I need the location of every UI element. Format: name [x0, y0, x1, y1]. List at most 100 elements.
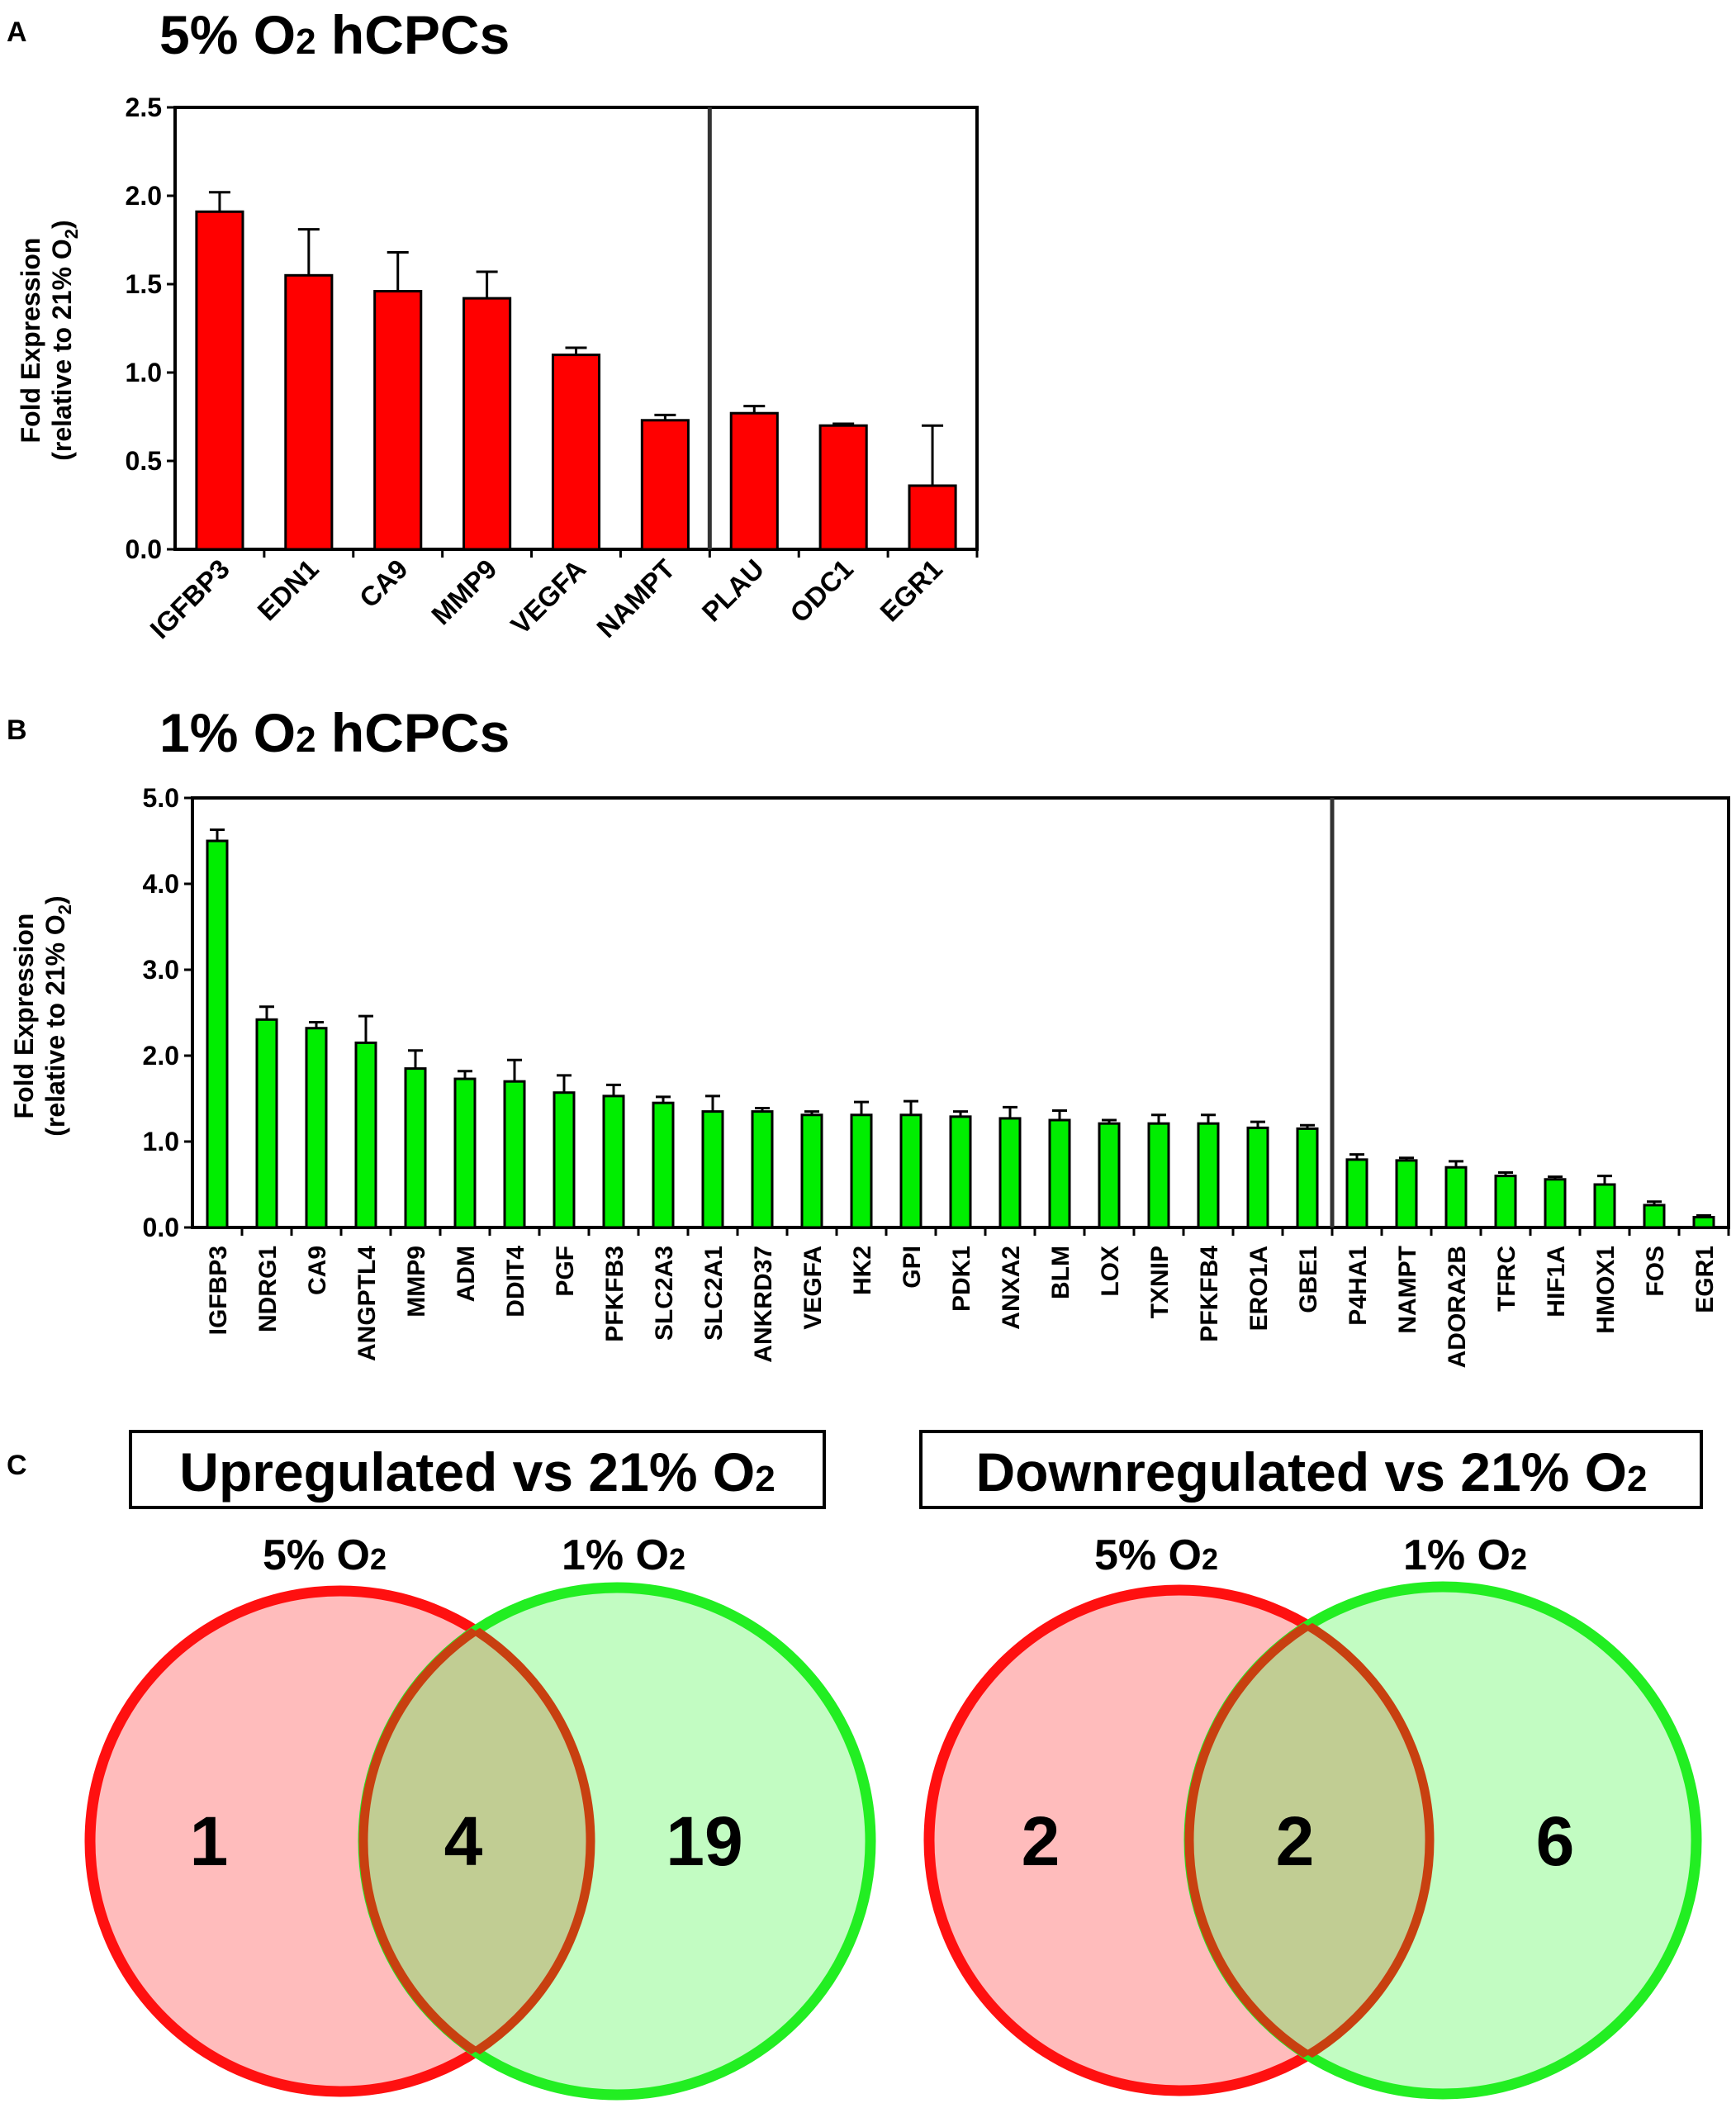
- chart-b-category-label: IGFBP3: [205, 1246, 232, 1335]
- chart-a-ytick-label: 1.0: [126, 358, 162, 387]
- chart-a-category-label: VEGFA: [505, 553, 591, 640]
- panel-a-ylabel-line2: (relative to 21% O2): [47, 220, 82, 460]
- chart-a-ytick-label: 1.5: [126, 269, 162, 299]
- panel-a-title: 5% O2 hCPCs: [159, 4, 510, 65]
- chart-a-category-label: ODC1: [784, 553, 859, 629]
- chart-b-bar-adora2b: [1444, 1166, 1468, 1229]
- venn-down-overlap-fill: [1189, 1590, 1430, 2091]
- panel-b: B 1% O2 hCPCs Fold Expression (relative …: [7, 702, 1730, 1368]
- chart-b-category-label: CA9: [304, 1246, 331, 1295]
- chart-b-category-label: PFKFB4: [1196, 1246, 1223, 1342]
- chart-b-bar-lox: [1098, 1122, 1121, 1229]
- chart-b-category-label: TXNIP: [1146, 1246, 1174, 1318]
- venn-down-overlap-arc-left: [1189, 1587, 1435, 2094]
- chart-b-ytick-label: 2.0: [143, 1041, 179, 1071]
- chart-b-bar-anxa2: [998, 1117, 1022, 1229]
- chart-b-bar-pgf: [553, 1091, 576, 1229]
- chart-a-ytick-label: 2.0: [126, 181, 162, 211]
- chart-b-bar-blm: [1048, 1118, 1071, 1229]
- chart-b-bar-ndrg1: [255, 1018, 278, 1229]
- chart-b-bar-gpi: [899, 1113, 923, 1229]
- chart-b-category-label: SLC2A1: [700, 1246, 728, 1341]
- panel-a-label: A: [7, 17, 27, 48]
- chart-b-category-label: ERO1A: [1245, 1246, 1273, 1331]
- chart-b-bar-egr1: [1692, 1216, 1715, 1229]
- venn-up-overlap: [358, 1588, 595, 2095]
- venn-down-overlap-arc-right: [1184, 1590, 1430, 2091]
- chart-b-ytick-label: 5.0: [143, 783, 179, 813]
- chart-a-category-label: CA9: [353, 553, 414, 614]
- chart-b-bar-pfkfb3: [602, 1094, 625, 1229]
- venn-upregulated: Upregulated vs 21% O2 5% O2 1% O2 1 4 19: [84, 1430, 876, 2101]
- chart-a-category-label: MMP9: [425, 553, 503, 631]
- chart-a-ytick-label: 0.0: [126, 534, 162, 564]
- chart-b-bar-adm: [453, 1077, 477, 1229]
- venn-up-right-label: 1% O2: [562, 1531, 685, 1579]
- venn-up-overlap-arc-left: [363, 1588, 595, 2095]
- panel-b-ylabel: Fold Expression (relative to 21% O2): [9, 895, 75, 1136]
- chart-b-bar-gbe1: [1296, 1127, 1319, 1229]
- venn-up-left-label: 5% O2: [263, 1531, 387, 1579]
- chart-b-bar-txnip: [1147, 1122, 1170, 1229]
- venn-down-count-1pct-only: 6: [1536, 1802, 1575, 1880]
- chart-b-category-label: MMP9: [403, 1246, 430, 1318]
- venn-downregulated: Downregulated vs 21% O2 5% O2 1% O2 2 2 …: [919, 1430, 1703, 2100]
- panel-a-ylabel-line1: Fold Expression: [16, 238, 45, 444]
- chart-b-bar-tfrc: [1494, 1175, 1517, 1229]
- chart-a-ytick-label: 0.5: [126, 446, 162, 476]
- chart-b-category-label: GPI: [899, 1246, 926, 1289]
- panel-a-ylabel: Fold Expression (relative to 21% O2): [16, 220, 82, 460]
- panel-c-label: C: [7, 1450, 27, 1481]
- chart-b-bar-vegfa: [800, 1113, 823, 1229]
- chart-b-category-label: ANKRD37: [750, 1246, 777, 1363]
- venn-down-count-overlap: 2: [1276, 1802, 1315, 1880]
- chart-a-category-label: EDN1: [251, 553, 324, 626]
- chart-b-category-label: HK2: [849, 1246, 876, 1295]
- chart-b-bar-ddit4: [503, 1080, 526, 1229]
- chart-b-category-label: NAMPT: [1394, 1246, 1421, 1334]
- chart-b-ytick-label: 4.0: [143, 869, 179, 899]
- chart-b-bar-hif1a: [1544, 1178, 1567, 1229]
- chart-a-bar-plau: [729, 411, 779, 551]
- chart-b-bar-ero1a: [1246, 1126, 1269, 1229]
- chart-a-ytick-label: 2.5: [126, 93, 162, 122]
- chart-b-category-label: TFRC: [1493, 1246, 1520, 1312]
- venn-up-overlap-arc-right: [358, 1591, 591, 2091]
- chart-a-category-label: EGR1: [874, 553, 948, 628]
- chart-b-bar-pdk1: [949, 1115, 972, 1229]
- chart-b-ytick-label: 3.0: [143, 955, 179, 985]
- venn-up-overlap-fill: [363, 1591, 591, 2091]
- chart-a-bar-nampt: [640, 419, 690, 551]
- chart-b-bar-nampt: [1395, 1159, 1418, 1229]
- venn-down-count-5pct-only: 2: [1022, 1802, 1060, 1880]
- venn-down-title: Downregulated vs 21% O2: [975, 1441, 1647, 1503]
- chart-a-plot: 0.0 0.5 1.0 1.5 2.0 2.5 IGFBP3 EDN1 CA9 MMP9 VEGFA…: [126, 93, 979, 644]
- chart-b-category-label: ANGPTL4: [353, 1246, 381, 1361]
- chart-a-category-label: PLAU: [696, 553, 771, 628]
- chart-b-category-label: VEGFA: [799, 1246, 827, 1330]
- chart-b-ytick-label: 0.0: [143, 1213, 179, 1242]
- chart-b-category-label: PFKFB3: [601, 1246, 628, 1342]
- chart-b-bar-ankrd37: [751, 1110, 774, 1229]
- panel-b-ylabel-line1: Fold Expression: [9, 914, 39, 1119]
- chart-b-bar-hk2: [850, 1113, 873, 1229]
- panel-a: A 5% O2 hCPCs Fold Expression (relative …: [7, 4, 979, 644]
- chart-b-bar-fos: [1643, 1204, 1666, 1229]
- chart-a-bar-egr1: [908, 484, 957, 551]
- chart-b-bar-angptl4: [354, 1041, 377, 1229]
- venn-up-count-5pct-only: 1: [190, 1802, 229, 1880]
- chart-a-bar-igfbp3: [195, 210, 244, 551]
- chart-b-bar-igfbp3: [206, 839, 229, 1229]
- panel-b-title: 1% O2 hCPCs: [159, 702, 510, 763]
- chart-a-bar-ca9: [373, 290, 423, 551]
- chart-b-category-label: GBE1: [1295, 1246, 1322, 1313]
- chart-b-bar-p4ha1: [1345, 1158, 1368, 1229]
- chart-b-ytick-label: 1.0: [143, 1127, 179, 1156]
- chart-a-bar-edn1: [284, 273, 334, 551]
- chart-a-bar-mmp9: [462, 297, 512, 551]
- chart-b-bar-slc2a3: [652, 1101, 675, 1229]
- venn-up-title-box: [129, 1430, 826, 1509]
- chart-a-category-label: IGFBP3: [144, 553, 235, 644]
- chart-b-category-label: SLC2A3: [651, 1246, 678, 1341]
